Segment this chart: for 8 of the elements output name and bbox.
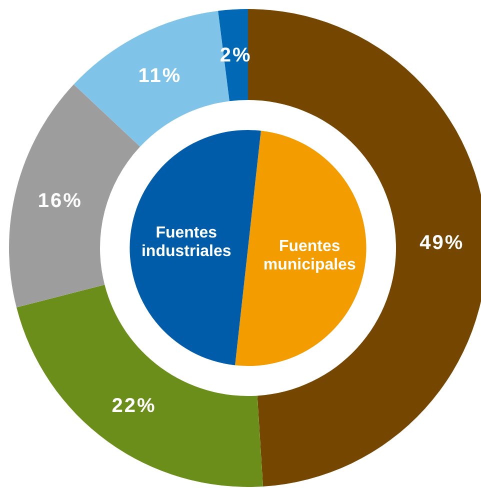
pie-slice xyxy=(235,130,366,366)
slice-label: Fuentes industriales xyxy=(141,224,232,260)
data-label: 49% xyxy=(420,232,464,254)
pie-slice xyxy=(130,130,261,366)
slice-label: Fuentes municipales xyxy=(263,238,356,274)
data-label: 16% xyxy=(38,190,82,212)
data-label: 11% xyxy=(138,65,182,88)
data-label: 22% xyxy=(112,394,156,417)
